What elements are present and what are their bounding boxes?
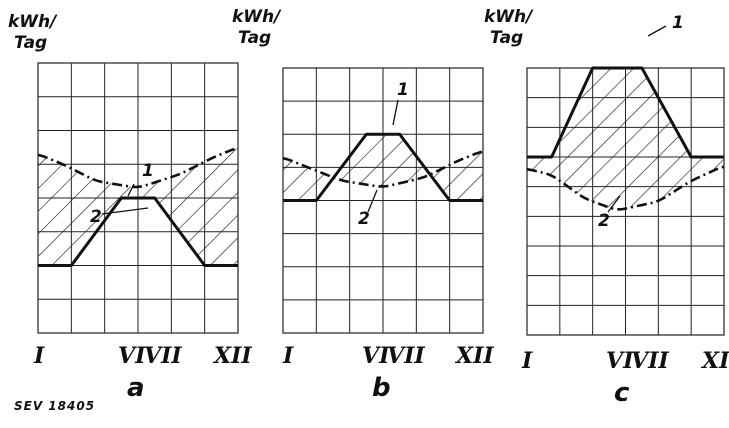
series-2-leader [607,195,621,213]
hatched-area [527,68,724,210]
figure-code: SEV 18405 [14,399,95,413]
panel-letter-b: b [372,373,391,403]
x-tick-I: I [521,348,533,374]
panel-letter-c: c [614,378,630,408]
series-2-leader [367,189,378,213]
panel-c: kWh/ Tag 1 2 I VI VII XII c [484,7,729,408]
series-2-line [283,150,483,188]
panel-b: kWh/ Tag 1 2 I VI VII XII b [232,7,494,403]
series-2-label: 2 [90,207,102,227]
x-tick-VII: VII [631,348,669,374]
x-tick-XII: XII [454,343,494,369]
x-tick-VII: VII [387,343,425,369]
x-tick-I: I [282,343,294,369]
ylabel-line1: kWh/ [484,7,534,27]
x-tick-XII: XII [212,343,252,369]
ylabel-line2: Tag [238,28,271,48]
series-1-label: 1 [397,80,409,100]
x-tick-VI: VI [118,343,146,369]
panel-a: kWh/ Tag 1 2 I VI VII XII a [8,12,252,403]
hatched-area [283,134,483,201]
series-1-leader [392,99,399,126]
series-1-label: 1 [672,13,684,33]
series-2-line [527,165,724,211]
series-1-label: 1 [142,161,154,181]
series-1-line [527,66,724,159]
ylabel-line1: kWh/ [232,7,282,27]
x-tick-I: I [33,343,45,369]
ylabel-line2: Tag [490,28,523,48]
series-1-leader [127,183,135,197]
series-2-leader [101,207,149,215]
x-tick-XII: XII [700,348,729,374]
series-2-label: 2 [598,211,610,231]
x-tick-VII: VII [144,343,182,369]
x-tick-VI: VI [606,348,634,374]
ylabel-line2: Tag [14,33,47,53]
x-tick-VI: VI [362,343,390,369]
series-1-line [283,132,483,202]
series-2-label: 2 [358,209,370,229]
ylabel-line1: kWh/ [8,12,58,32]
series-1-leader [647,25,667,37]
series-2-line [38,146,238,189]
panel-letter-a: a [127,373,145,403]
series-1-line [38,196,238,267]
